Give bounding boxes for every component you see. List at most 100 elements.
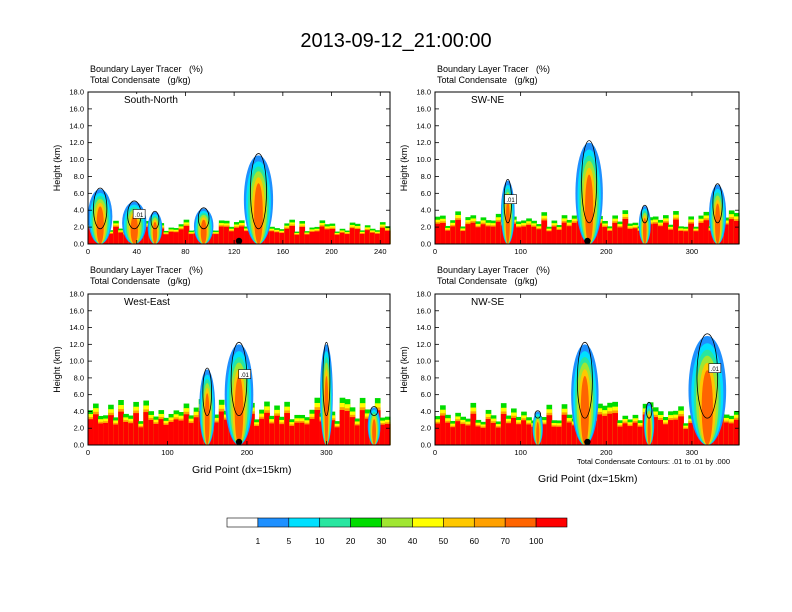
panel-4-subtitle-line2: Total Condensate (g/kg) bbox=[437, 276, 538, 286]
tracer-column bbox=[445, 230, 451, 244]
x-tick-label: 200 bbox=[600, 448, 613, 457]
tracer-column bbox=[218, 226, 225, 244]
tracer-column bbox=[622, 423, 629, 445]
tracer-plume bbox=[234, 376, 244, 445]
tracer-column bbox=[339, 409, 346, 445]
colorbar-label: 1 bbox=[256, 536, 261, 546]
condensate-contour bbox=[250, 153, 267, 230]
tracer-column bbox=[465, 224, 472, 244]
tracer-column bbox=[374, 233, 381, 244]
colorbar-box bbox=[504, 517, 537, 528]
tracer-column bbox=[632, 228, 639, 244]
tracer-column bbox=[617, 227, 624, 244]
tracer-column bbox=[93, 414, 99, 445]
tracer-column bbox=[728, 423, 735, 445]
tracer-column bbox=[688, 423, 694, 445]
y-tick-label: 12.0 bbox=[416, 138, 431, 147]
tracer-column bbox=[480, 224, 487, 244]
y-tick-label: 10.0 bbox=[416, 357, 431, 366]
colorbar-label: 60 bbox=[470, 536, 480, 546]
tracer-column bbox=[516, 227, 522, 244]
tracer-column bbox=[490, 226, 497, 244]
tracer-column bbox=[678, 416, 684, 445]
tracer-column bbox=[450, 427, 456, 445]
y-tick-label: 2.0 bbox=[421, 424, 431, 433]
tracer-column bbox=[723, 422, 730, 445]
tracer-column bbox=[178, 420, 185, 445]
y-tick-label: 4.0 bbox=[74, 407, 84, 416]
tracer-column bbox=[384, 230, 391, 244]
y-tick-label: 16.0 bbox=[416, 104, 431, 113]
y-tick-label: 2.0 bbox=[421, 223, 431, 232]
x-tick-label: 0 bbox=[433, 247, 437, 256]
tracer-column bbox=[678, 230, 684, 244]
tracer-column bbox=[733, 419, 740, 445]
tracer-column bbox=[668, 229, 674, 244]
tracer-plume bbox=[585, 174, 594, 244]
tracer-column bbox=[138, 427, 144, 445]
y-tick-label: 4.0 bbox=[74, 206, 84, 215]
tracer-column bbox=[551, 426, 558, 445]
y-tick-label: 8.0 bbox=[421, 373, 431, 382]
tracer-column bbox=[299, 226, 306, 244]
tracer-column bbox=[440, 415, 446, 445]
colorbar-box bbox=[288, 517, 321, 528]
tracer-column bbox=[153, 423, 160, 445]
tracer-column bbox=[612, 222, 618, 244]
tracer-column bbox=[536, 229, 542, 244]
tracer-column bbox=[571, 222, 578, 244]
tracer-column bbox=[354, 229, 361, 244]
x-tick-label: 100 bbox=[514, 448, 527, 457]
tracer-column bbox=[183, 414, 190, 445]
tracer-plume bbox=[647, 416, 651, 445]
y-tick-label: 0.0 bbox=[74, 441, 84, 450]
panel-2-subtitle-line2: Total Condensate (g/kg) bbox=[437, 75, 538, 85]
tracer-column bbox=[526, 225, 532, 244]
condensate-contour bbox=[150, 210, 160, 230]
tracer-column bbox=[617, 426, 624, 445]
tracer-column bbox=[223, 226, 230, 244]
colorbar: 1 5 10 20 30 40 50 60 70 100 bbox=[226, 517, 568, 546]
tracer-column bbox=[239, 226, 245, 244]
x-tick-label: 200 bbox=[325, 247, 338, 256]
tracer-column bbox=[299, 422, 306, 445]
tracer-column bbox=[435, 423, 441, 445]
figure-title: 2013-09-12_21:00:00 bbox=[300, 30, 492, 52]
tracer-column bbox=[304, 234, 311, 244]
tracer-column bbox=[183, 225, 190, 244]
tracer-plume bbox=[96, 206, 104, 245]
x-tick-label: 100 bbox=[161, 448, 174, 457]
tracer-column bbox=[546, 231, 553, 244]
y-tick-label: 8.0 bbox=[74, 373, 84, 382]
tracer-column bbox=[289, 226, 295, 244]
tracer-column bbox=[597, 414, 603, 445]
tracer-column bbox=[703, 220, 710, 244]
tracer-column bbox=[309, 418, 316, 445]
y-tick-label: 12.0 bbox=[416, 340, 431, 349]
tracer-column bbox=[566, 226, 573, 244]
condensate-contour bbox=[712, 183, 723, 224]
tracer-column bbox=[148, 419, 155, 445]
y-tick-label: 18.0 bbox=[416, 88, 431, 97]
colorbar-label: 50 bbox=[439, 536, 449, 546]
tracer-column bbox=[602, 226, 608, 244]
tracer-column bbox=[279, 233, 285, 244]
tracer-column bbox=[233, 227, 240, 244]
panel-2-label: SW-NE bbox=[471, 95, 504, 106]
tracer-column bbox=[663, 424, 669, 445]
tracer-column bbox=[455, 421, 461, 445]
tracer-column bbox=[289, 425, 295, 445]
tracer-plume bbox=[152, 222, 158, 244]
tracer-column bbox=[354, 425, 361, 445]
tracer-column bbox=[511, 223, 517, 244]
tracer-column bbox=[269, 423, 275, 445]
tracer-column bbox=[627, 426, 634, 445]
tracer-column bbox=[113, 226, 119, 244]
tracer-column bbox=[264, 412, 270, 445]
tracer-column bbox=[188, 234, 195, 244]
colorbar-box bbox=[381, 517, 413, 528]
x-tick-label: 0 bbox=[433, 448, 437, 457]
x-tick-label: 0 bbox=[86, 247, 90, 256]
tracer-column bbox=[733, 220, 740, 244]
